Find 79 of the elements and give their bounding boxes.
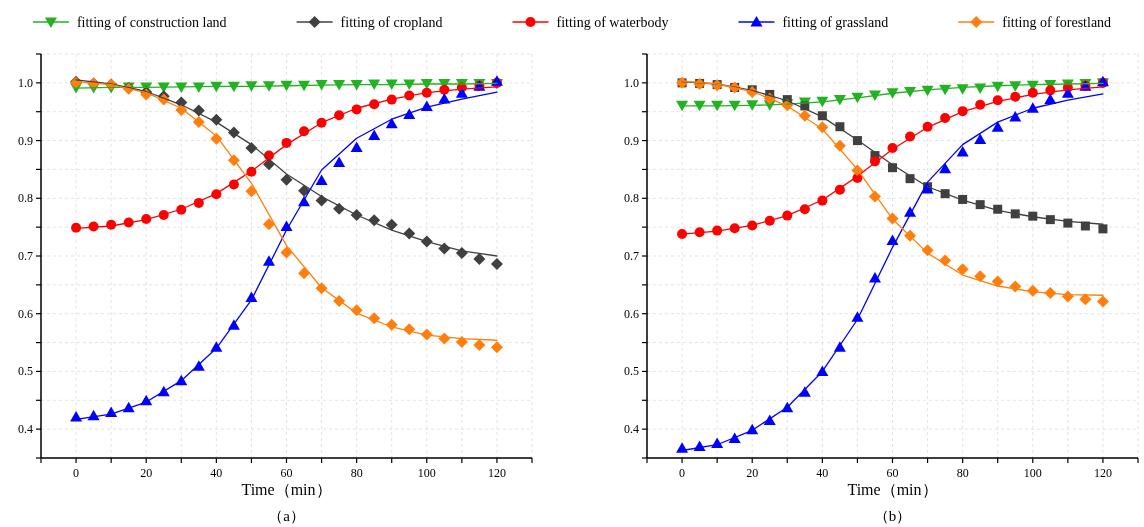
y-tick-label: 0.5 xyxy=(624,364,639,379)
point xyxy=(385,218,398,231)
y-tick-label: 0.4 xyxy=(18,422,33,437)
point xyxy=(157,82,170,93)
point xyxy=(1096,295,1109,308)
y-tick-label: 0.4 xyxy=(624,422,639,437)
point xyxy=(262,218,275,231)
y-tick-label: 0.5 xyxy=(18,364,33,379)
point xyxy=(438,93,451,104)
y-tick-label: 0.8 xyxy=(624,191,639,206)
point xyxy=(192,82,205,93)
x-tick-label: 40 xyxy=(210,466,223,480)
point xyxy=(904,206,917,217)
point xyxy=(175,82,188,93)
text: （a） xyxy=(268,508,305,524)
point xyxy=(974,133,987,144)
point xyxy=(350,141,363,152)
point xyxy=(904,87,917,98)
point xyxy=(676,442,689,453)
legend-label: fitting of grassland xyxy=(782,15,889,30)
y-tick-label: 0.8 xyxy=(18,191,33,206)
point xyxy=(886,234,899,245)
point xyxy=(490,341,503,354)
x-tick-label: 100 xyxy=(1023,466,1042,480)
point xyxy=(333,156,346,167)
legend-label: fitting of construction land xyxy=(76,15,227,30)
point xyxy=(245,81,258,92)
point xyxy=(315,194,328,207)
y-tick-label: 0.7 xyxy=(18,249,33,263)
x-tick-label: 60 xyxy=(280,466,293,480)
legend-label: fitting of forestland xyxy=(1002,15,1112,30)
point xyxy=(280,173,293,186)
point xyxy=(868,90,881,101)
point xyxy=(350,80,363,91)
point xyxy=(280,246,293,259)
y-tick-label: 0.9 xyxy=(18,133,33,148)
point xyxy=(315,174,328,185)
point xyxy=(677,229,688,240)
x-tick-label: 120 xyxy=(487,466,506,480)
point xyxy=(262,255,275,266)
point xyxy=(1098,224,1108,234)
y-tick-label: 0.6 xyxy=(18,306,33,321)
x-tick-label: 80 xyxy=(956,466,969,480)
point xyxy=(991,275,1004,288)
point xyxy=(298,267,311,280)
point xyxy=(455,87,468,98)
y-tick-label: 0.6 xyxy=(624,306,639,321)
point xyxy=(956,263,969,276)
x-tick-label: 40 xyxy=(816,466,829,480)
text: （b） xyxy=(873,508,912,524)
point xyxy=(939,162,952,174)
x-tick-label: 120 xyxy=(1093,466,1112,480)
y-tick-label: 0.7 xyxy=(624,249,639,263)
y-tick-label: 1.0 xyxy=(18,75,33,90)
x-axis-title: Time（min） xyxy=(241,481,332,498)
point xyxy=(1061,87,1074,98)
x-axis-title: Time（min） xyxy=(847,481,938,498)
point xyxy=(385,117,398,129)
x-tick-label: 80 xyxy=(350,466,363,480)
legend-label: fitting of cropland xyxy=(340,15,443,30)
point xyxy=(368,129,381,140)
y-tick-label: 0.9 xyxy=(624,133,639,148)
x-tick-label: 0 xyxy=(679,466,686,480)
point xyxy=(490,258,503,271)
point xyxy=(886,88,899,99)
point xyxy=(298,184,311,197)
point xyxy=(455,335,468,348)
x-tick-label: 20 xyxy=(140,466,153,480)
point xyxy=(746,100,759,111)
y-tick-label: 1.0 xyxy=(624,75,639,90)
point xyxy=(70,411,83,422)
point xyxy=(956,146,969,157)
x-tick-label: 100 xyxy=(417,466,436,480)
x-tick-label: 0 xyxy=(73,466,80,480)
x-tick-label: 60 xyxy=(886,466,899,480)
point xyxy=(991,121,1004,132)
x-tick-label: 20 xyxy=(746,466,759,480)
point xyxy=(974,270,987,283)
legend-label: fitting of waterbody xyxy=(556,15,669,30)
